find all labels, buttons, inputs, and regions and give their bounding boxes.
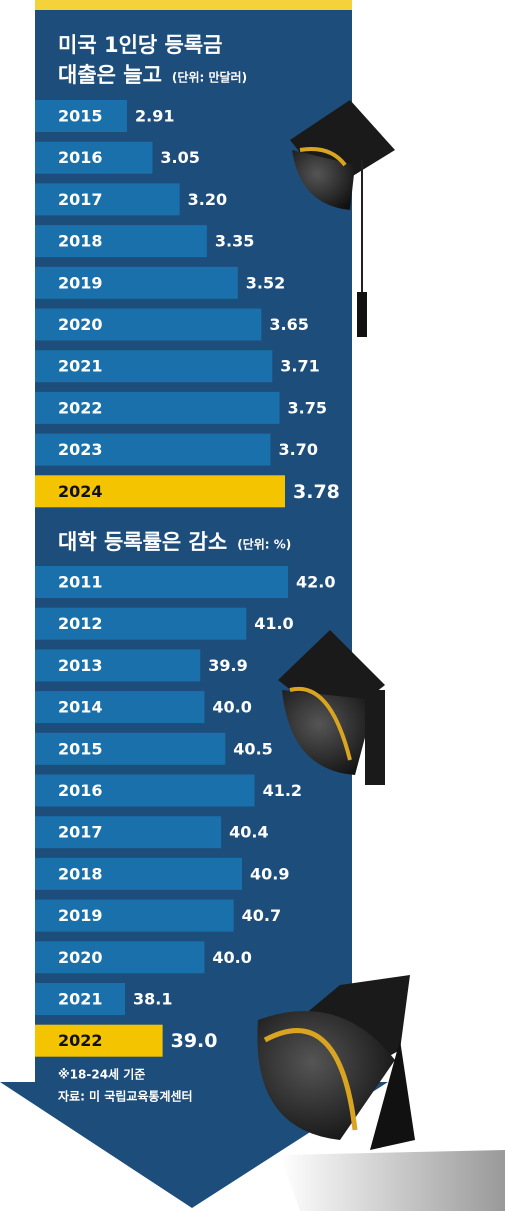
bar bbox=[35, 391, 280, 424]
category-label: 2016 bbox=[58, 148, 103, 167]
bar bbox=[35, 941, 205, 974]
category-label: 2019 bbox=[58, 906, 103, 925]
value-label: 40.4 bbox=[229, 823, 268, 842]
value-label: 3.65 bbox=[269, 315, 308, 334]
value-label: 3.78 bbox=[293, 481, 340, 503]
value-label: 40.5 bbox=[233, 739, 272, 758]
cap-2 bbox=[278, 630, 385, 785]
cap-1 bbox=[290, 100, 395, 337]
category-label: 2021 bbox=[58, 990, 103, 1009]
bar bbox=[35, 266, 238, 299]
value-label: 3.52 bbox=[246, 273, 285, 292]
category-label: 2014 bbox=[58, 698, 103, 717]
value-label: 3.20 bbox=[188, 190, 227, 209]
category-label: 2018 bbox=[58, 232, 103, 251]
value-label: 40.0 bbox=[212, 698, 251, 717]
chart-title: 대출은 늘고 bbox=[58, 63, 162, 87]
value-label: 39.0 bbox=[171, 1030, 218, 1052]
category-label: 2016 bbox=[58, 781, 103, 800]
value-label: 3.71 bbox=[280, 357, 319, 376]
value-label: 39.9 bbox=[208, 656, 247, 675]
source: 자료: 미 국립교육통계센터 bbox=[58, 1089, 193, 1104]
chart-title: 대학 등록률은 감소 bbox=[58, 530, 227, 554]
bar bbox=[35, 433, 271, 466]
bar bbox=[35, 225, 207, 258]
shadow bbox=[280, 1150, 505, 1211]
unit-label: (단위: %) bbox=[237, 537, 291, 552]
value-label: 2.91 bbox=[135, 107, 174, 126]
category-label: 2019 bbox=[58, 273, 103, 292]
bar bbox=[35, 816, 222, 849]
bar bbox=[35, 1024, 163, 1057]
category-label: 2022 bbox=[58, 1031, 103, 1050]
chart-title: 미국 1인당 등록금 bbox=[58, 33, 222, 57]
category-label: 2020 bbox=[58, 315, 103, 334]
category-label: 2017 bbox=[58, 823, 103, 842]
bar bbox=[35, 732, 226, 765]
category-label: 2017 bbox=[58, 190, 103, 209]
bar bbox=[35, 475, 285, 508]
category-label: 2011 bbox=[58, 573, 103, 592]
value-label: 41.0 bbox=[254, 614, 293, 633]
bar bbox=[35, 774, 255, 807]
bar bbox=[35, 566, 288, 598]
bar bbox=[35, 183, 180, 216]
bar bbox=[35, 350, 273, 383]
bar bbox=[35, 141, 153, 174]
value-label: 40.7 bbox=[242, 906, 281, 925]
value-label: 3.75 bbox=[288, 398, 327, 417]
bar bbox=[35, 607, 247, 640]
category-label: 2024 bbox=[58, 482, 103, 501]
value-label: 3.70 bbox=[278, 440, 317, 459]
value-label: 40.0 bbox=[212, 948, 251, 967]
value-label: 42.0 bbox=[296, 573, 335, 592]
bar bbox=[35, 308, 262, 341]
bar bbox=[35, 899, 234, 932]
value-label: 38.1 bbox=[133, 990, 172, 1009]
category-label: 2018 bbox=[58, 864, 103, 883]
value-label: 3.35 bbox=[215, 232, 254, 251]
category-label: 2023 bbox=[58, 440, 103, 459]
cap-3 bbox=[257, 975, 415, 1150]
bar bbox=[35, 691, 205, 724]
value-label: 40.9 bbox=[250, 864, 289, 883]
category-label: 2020 bbox=[58, 948, 103, 967]
bar bbox=[35, 100, 127, 132]
category-label: 2022 bbox=[58, 398, 103, 417]
category-label: 2012 bbox=[58, 614, 103, 633]
top-stripe bbox=[35, 0, 352, 10]
unit-label: (단위: 만달러) bbox=[172, 70, 247, 85]
value-label: 41.2 bbox=[263, 781, 302, 800]
category-label: 2021 bbox=[58, 357, 103, 376]
category-label: 2015 bbox=[58, 107, 103, 126]
note: ※18-24세 기준 bbox=[58, 1067, 145, 1082]
bar bbox=[35, 857, 243, 890]
category-label: 2015 bbox=[58, 739, 103, 758]
bar bbox=[35, 983, 125, 1015]
bar bbox=[35, 649, 201, 682]
value-label: 3.05 bbox=[160, 148, 199, 167]
category-label: 2013 bbox=[58, 656, 103, 675]
